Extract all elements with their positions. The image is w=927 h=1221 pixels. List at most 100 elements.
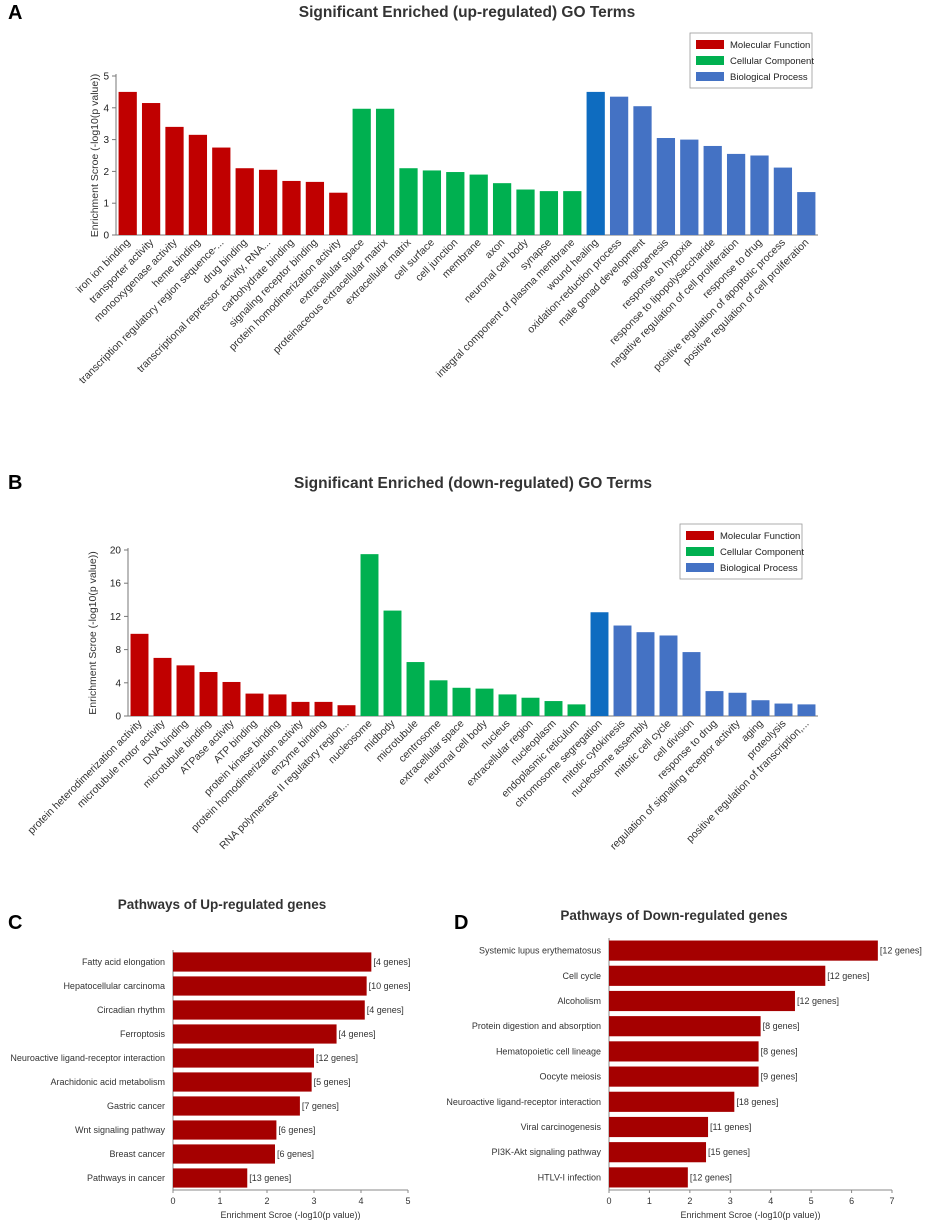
category-label: Protein digestion and absorption <box>472 1021 601 1031</box>
bar <box>188 134 208 235</box>
data-label: [12 genes] <box>316 1053 358 1063</box>
bar <box>173 1120 277 1140</box>
x-tick-label: 4 <box>358 1196 363 1206</box>
data-label: [18 genes] <box>736 1097 778 1107</box>
bar <box>173 1024 337 1044</box>
bar <box>153 657 172 716</box>
x-axis-label: Enrichment Scroe (-log10(p value)) <box>220 1210 360 1220</box>
y-tick-label: 2 <box>103 167 109 178</box>
bar <box>173 1048 314 1068</box>
category-label: Arachidonic acid metabolism <box>50 1077 165 1087</box>
chart-a-svg: Significant Enriched (up-regulated) GO T… <box>74 4 818 386</box>
bar <box>636 632 655 716</box>
data-label: [8 genes] <box>763 1021 800 1031</box>
bar <box>750 155 769 235</box>
bar <box>422 170 442 235</box>
bar <box>563 191 582 235</box>
x-tick-label: 3 <box>311 1196 316 1206</box>
panel-a: A Significant Enriched (up-regulated) GO… <box>0 0 927 440</box>
x-tick-label: 4 <box>768 1196 773 1206</box>
bar <box>516 189 535 235</box>
bar <box>305 181 325 235</box>
bar <box>609 1016 761 1037</box>
legend-label: Biological Process <box>720 563 798 574</box>
legend-swatch <box>696 56 724 65</box>
chart-title: Significant Enriched (up-regulated) GO T… <box>299 4 635 21</box>
bar <box>452 687 471 716</box>
bar <box>212 147 231 235</box>
y-tick-label: 20 <box>110 546 122 557</box>
category-label: Fatty acid elongation <box>82 957 165 967</box>
bar <box>173 1096 300 1116</box>
category-label: Cell cycle <box>562 971 601 981</box>
category-label: Oocyte meiosis <box>539 1072 601 1082</box>
bar <box>173 976 367 996</box>
y-tick-label: 12 <box>110 612 122 623</box>
x-tick-label: 1 <box>647 1196 652 1206</box>
data-label: [6 genes] <box>278 1125 315 1135</box>
data-label: [11 genes] <box>710 1122 751 1132</box>
data-label: [10 genes] <box>369 981 411 991</box>
bar <box>337 705 356 716</box>
y-tick-label: 3 <box>103 135 109 146</box>
bar <box>705 691 724 716</box>
bar <box>609 96 629 235</box>
legend: Molecular Function Cellular Component Biol… <box>689 32 814 89</box>
bar <box>521 697 540 716</box>
bar <box>797 192 816 235</box>
x-tick-label: 1 <box>217 1196 222 1206</box>
category-label: HTLV-I infection <box>538 1172 601 1182</box>
bar <box>751 700 770 716</box>
bar <box>282 180 301 235</box>
bar <box>656 138 676 235</box>
bar <box>567 704 586 716</box>
bar <box>375 108 395 235</box>
bar <box>291 701 310 716</box>
bar <box>173 1072 312 1092</box>
data-label: [12 genes] <box>690 1172 732 1182</box>
x-tick-label: 5 <box>809 1196 814 1206</box>
bar <box>360 554 379 716</box>
data-label: [4 genes] <box>339 1029 376 1039</box>
x-tick-label: 2 <box>687 1196 692 1206</box>
bar <box>609 965 826 986</box>
bar <box>797 704 816 716</box>
chart-b-svg: Significant Enriched (down-regulated) GO… <box>26 475 818 852</box>
category-label: Pathways in cancer <box>87 1173 165 1183</box>
bar <box>475 688 494 716</box>
x-axis-label: Enrichment Scroe (-log10(p value)) <box>680 1210 820 1220</box>
legend-label: Molecular Function <box>730 40 810 51</box>
panel-c: C Pathways of Up-regulated genes 0 1 2 3 4 5 En… <box>0 890 440 1221</box>
x-tick-label: 3 <box>728 1196 733 1206</box>
bar <box>492 183 512 235</box>
bar <box>682 652 701 716</box>
x-tick-label: 0 <box>170 1196 175 1206</box>
bar <box>383 610 402 716</box>
x-tick-label: 2 <box>264 1196 269 1206</box>
bar <box>609 1167 688 1188</box>
bar <box>446 172 465 235</box>
category-label: protein heterodimerization activity <box>26 717 146 837</box>
legend-swatch <box>696 72 724 81</box>
bar <box>429 680 448 716</box>
category-label: Circadian rhythm <box>97 1005 165 1015</box>
category-label: Wnt signaling pathway <box>75 1125 166 1135</box>
bar <box>352 108 371 235</box>
bar <box>245 693 264 716</box>
legend-swatch <box>696 40 724 49</box>
y-tick-label: 4 <box>115 678 121 689</box>
bar <box>609 1091 735 1112</box>
legend-label: Cellular Component <box>730 56 814 67</box>
bar <box>399 168 418 235</box>
bar <box>728 692 747 716</box>
legend-label: Molecular Function <box>720 531 800 542</box>
bar <box>498 694 517 716</box>
legend-label: Biological Process <box>730 72 808 83</box>
bar <box>609 990 795 1012</box>
legend-label: Cellular Component <box>720 547 804 558</box>
category-label: Neuroactive ligand-receptor interaction <box>446 1097 601 1107</box>
panel-letter-c: C <box>8 912 23 934</box>
data-label: [15 genes] <box>708 1147 750 1157</box>
data-label: [13 genes] <box>249 1173 291 1183</box>
bar <box>176 665 195 716</box>
